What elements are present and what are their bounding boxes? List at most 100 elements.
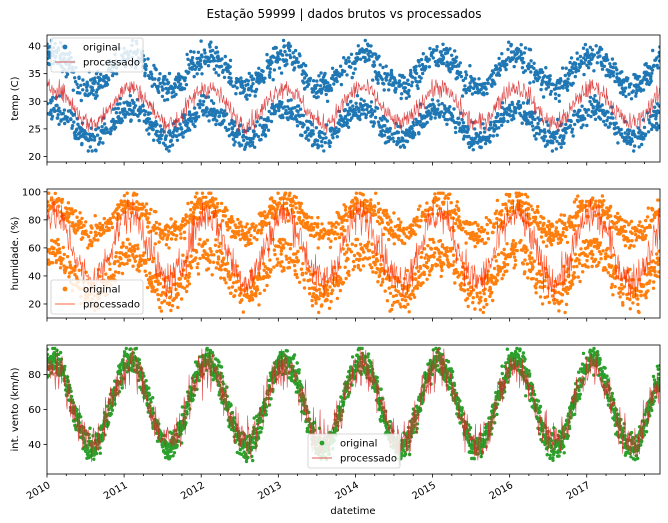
humidity-original-point <box>385 212 389 216</box>
temperature-original-point <box>339 82 344 87</box>
temperature-original-point <box>571 81 575 86</box>
humidity-original-point <box>250 290 254 294</box>
temperature-original-point <box>159 137 163 141</box>
humidity-original-point <box>67 214 71 218</box>
humidity-original-point <box>563 278 567 282</box>
humidity-original-point <box>381 277 385 281</box>
temperature-original-point <box>78 91 82 95</box>
temperature-original-point <box>61 111 65 116</box>
temperature-original-point <box>319 71 323 75</box>
temperature-original-point <box>606 116 610 120</box>
temperature-original-point <box>95 94 99 98</box>
humidity-original-point <box>295 221 299 226</box>
humidity-original-point <box>98 221 102 226</box>
temperature-original-point <box>431 50 435 55</box>
temperature-original-point <box>236 77 240 82</box>
humidity-original-point <box>513 258 518 263</box>
humidity-original-point <box>179 297 184 301</box>
temperature-original-point <box>387 82 391 87</box>
humidity-original-point <box>279 264 283 268</box>
humidity-original-point <box>475 232 479 236</box>
temperature-original-point <box>566 77 570 81</box>
humidity-original-point <box>540 302 545 306</box>
humidity-original-point <box>237 229 241 233</box>
humidity-original-point <box>473 244 477 249</box>
temperature-original-point <box>600 62 604 66</box>
humidity-original-point <box>349 204 353 209</box>
temperature-original-point <box>288 44 293 48</box>
humidity-original-point <box>318 283 322 287</box>
humidity-original-point <box>114 251 119 255</box>
temperature-original-point <box>176 127 180 131</box>
temperature-original-point <box>383 124 387 128</box>
temperature-original-point <box>303 76 307 80</box>
temperature-original-point <box>611 65 615 70</box>
humidity-original-point <box>594 199 598 203</box>
temperature-original-point <box>586 108 591 112</box>
humidity-original-point <box>573 252 577 256</box>
temperature-original-point <box>262 128 267 132</box>
temperature-original-point <box>572 109 577 114</box>
temperature-original-point <box>601 108 605 113</box>
humidity-original-point <box>107 228 112 232</box>
temperature-original-point <box>231 137 236 141</box>
humidity-original-point <box>201 255 206 259</box>
temperature-original-point <box>312 142 317 147</box>
humidity-original-point <box>573 224 578 228</box>
humidity-original-point <box>216 201 220 206</box>
humidity-original-point <box>589 239 593 243</box>
temperature-original-point <box>586 50 590 55</box>
humidity-original-point <box>508 209 512 214</box>
temperature-original-point <box>245 93 249 97</box>
temperature-original-point <box>122 101 126 105</box>
humidity-original-point <box>427 273 432 277</box>
temperature-original-point <box>640 81 644 85</box>
humidity-original-point <box>396 289 400 294</box>
temperature-original-point <box>190 56 195 60</box>
temperature-original-point <box>298 107 303 111</box>
humidity-original-point <box>451 253 456 257</box>
temperature-original-point <box>559 145 563 149</box>
temperature-original-point <box>500 101 505 105</box>
temperature-original-point <box>154 120 158 124</box>
temperature-original-point <box>321 136 325 141</box>
humidity-original-point <box>141 253 145 258</box>
humidity-original-point <box>49 204 53 209</box>
temperature-original-point <box>365 107 369 112</box>
humidity-original-point <box>372 209 376 213</box>
temperature-original-point <box>382 133 387 137</box>
humidity-original-point <box>179 232 183 236</box>
temperature-original-point <box>267 109 271 114</box>
humidity-original-point <box>457 273 462 277</box>
temperature-original-point <box>284 108 288 113</box>
temperature-original-point <box>56 113 60 117</box>
humidity-original-point <box>561 227 566 231</box>
humidity-original-point <box>440 243 445 247</box>
temperature-original-point <box>205 107 209 111</box>
humidity-original-point <box>416 269 421 273</box>
temperature-original-point <box>464 91 468 95</box>
humidity-original-point <box>341 247 345 251</box>
temperature-original-point <box>116 106 121 111</box>
temperature-original-point <box>76 122 80 127</box>
humidity-original-point <box>298 246 303 250</box>
humidity-original-point <box>380 220 385 225</box>
temperature-original-point <box>497 73 502 78</box>
humidity-original-point <box>47 191 51 195</box>
temperature-original-point <box>404 96 409 100</box>
humidity-original-point <box>231 273 236 277</box>
temperature-original-point <box>453 49 457 53</box>
humidity-original-point <box>387 286 391 290</box>
humidity-original-point <box>174 287 178 292</box>
humidity-original-point <box>129 248 134 253</box>
temperature-original-point <box>326 81 330 85</box>
humidity-original-point <box>584 199 589 204</box>
humidity-original-point <box>373 212 378 217</box>
humidity-original-point <box>380 280 385 284</box>
humidity-original-point <box>466 288 470 292</box>
temperature-original-point <box>183 113 187 117</box>
temperature-original-point <box>80 141 84 146</box>
humidity-original-point <box>93 214 97 218</box>
humidity-original-point <box>259 231 263 235</box>
humidity-original-point <box>389 220 393 224</box>
